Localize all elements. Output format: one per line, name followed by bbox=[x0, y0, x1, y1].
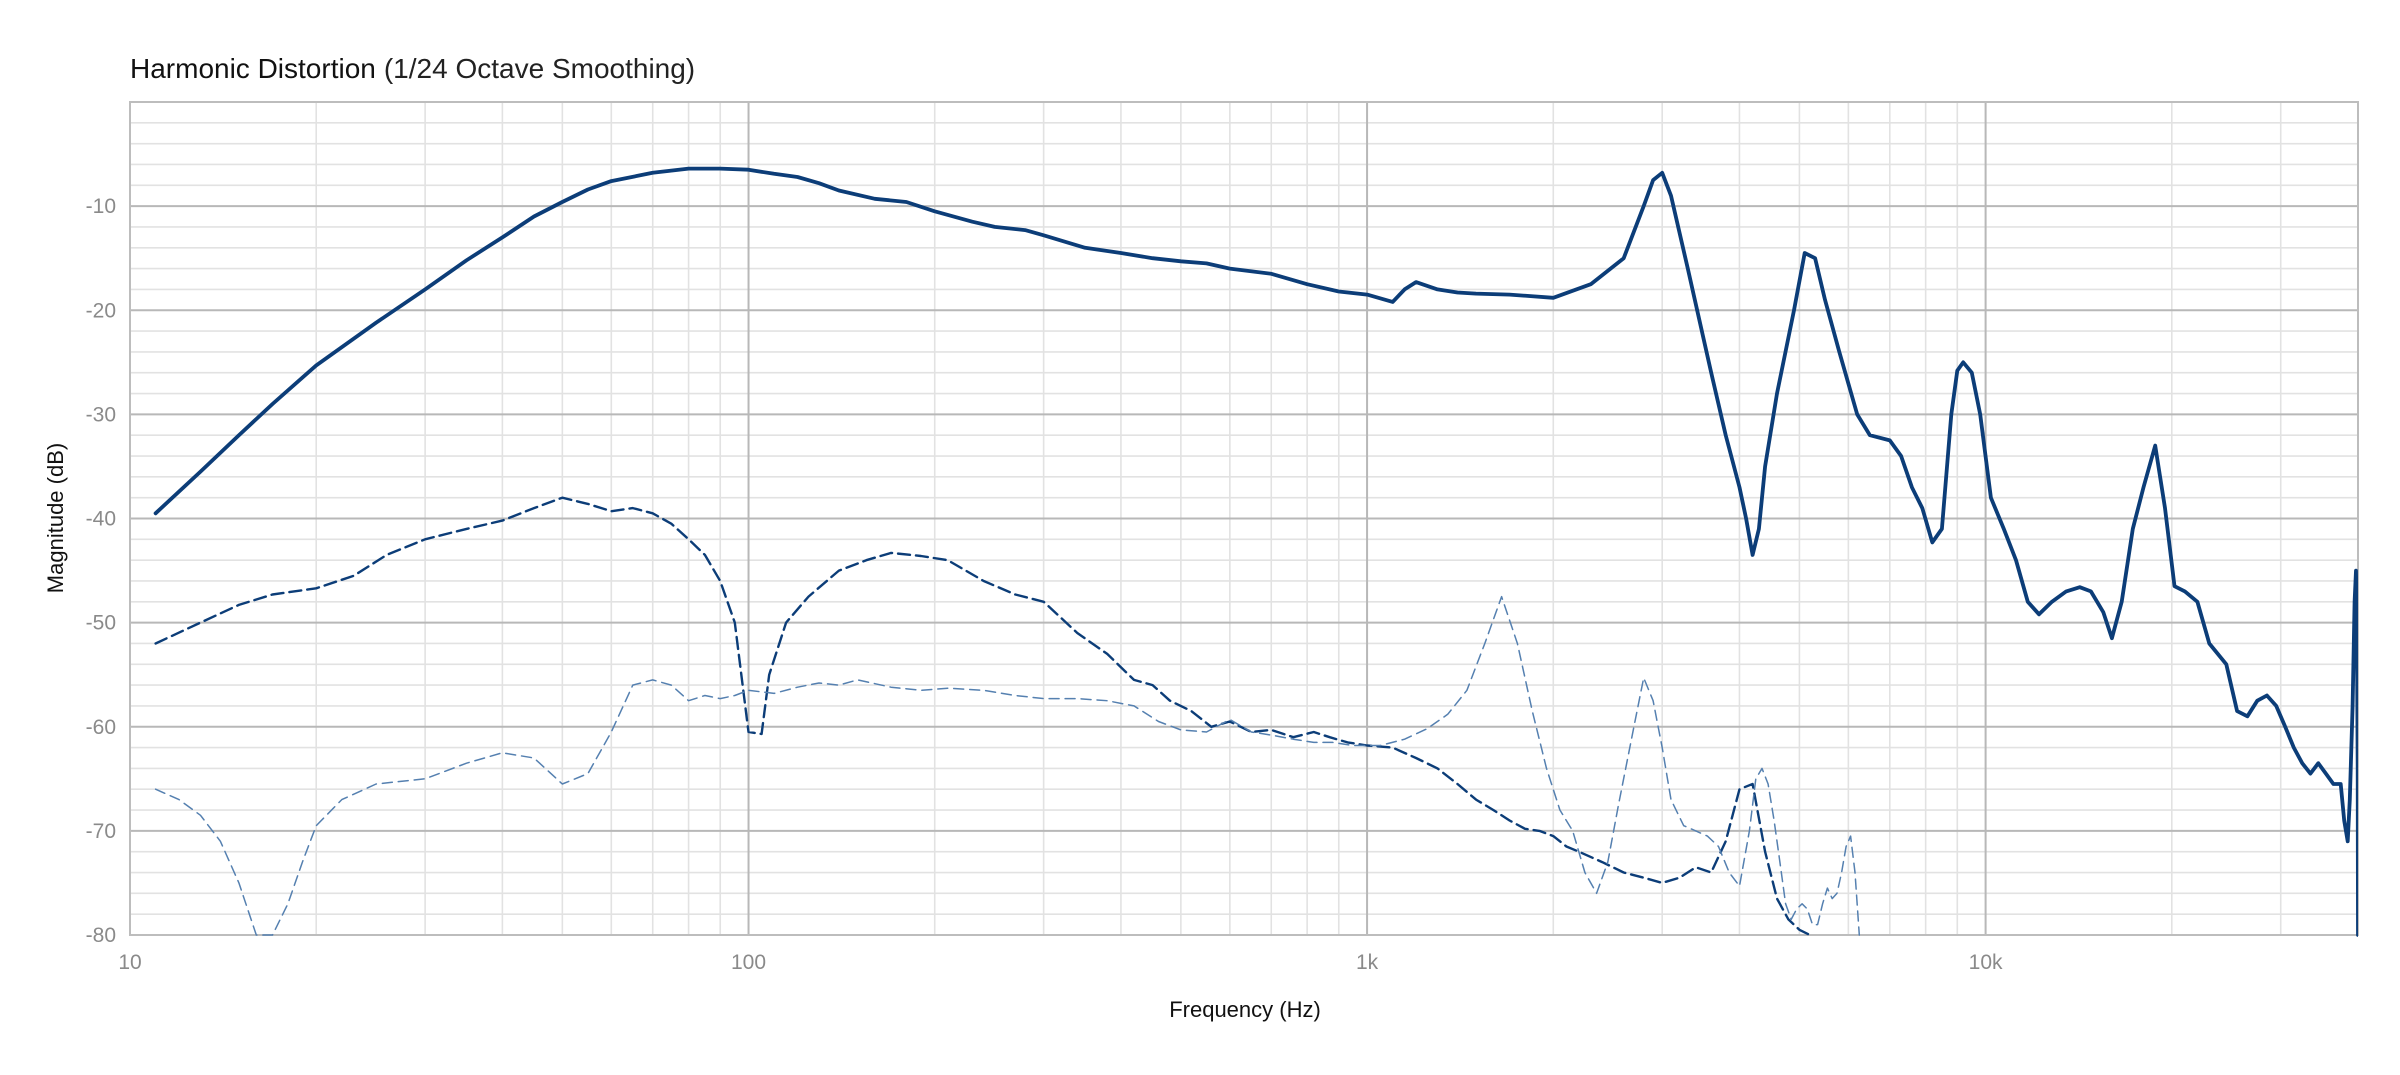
x-tick-label: 10 bbox=[118, 951, 141, 974]
series-line-fundamental bbox=[153, 166, 2358, 937]
x-tick-label: 1k bbox=[1356, 951, 1379, 974]
series-line-harmonic-3 bbox=[154, 595, 1861, 936]
y-tick-label: -50 bbox=[86, 612, 116, 635]
y-tick-label: -40 bbox=[86, 508, 116, 531]
x-axis-label: Frequency (Hz) bbox=[1169, 997, 1321, 1022]
y-tick-label: -20 bbox=[86, 299, 116, 322]
major-gridlines bbox=[130, 102, 2358, 935]
y-tick-label: -80 bbox=[86, 924, 116, 947]
y-tick-label: -60 bbox=[86, 716, 116, 739]
x-tick-label: 10k bbox=[1969, 951, 2003, 974]
y-axis-label: Magnitude (dB) bbox=[43, 443, 68, 593]
y-tick-label: -10 bbox=[86, 195, 116, 218]
x-tick-labels: 10 100 1k 10k bbox=[118, 951, 2003, 974]
series-layer bbox=[153, 166, 2358, 937]
x-tick-label: 100 bbox=[731, 951, 766, 974]
y-tick-labels: -10 -20 -30 -40 -50 -60 -70 -80 bbox=[86, 195, 116, 947]
y-tick-label: -30 bbox=[86, 403, 116, 426]
chart-title: Harmonic Distortion (1/24 Octave Smoothin… bbox=[130, 53, 695, 84]
plot-frame bbox=[129, 101, 2359, 936]
y-tick-label: -70 bbox=[86, 820, 116, 843]
series-line-harmonic-2 bbox=[154, 496, 1812, 937]
